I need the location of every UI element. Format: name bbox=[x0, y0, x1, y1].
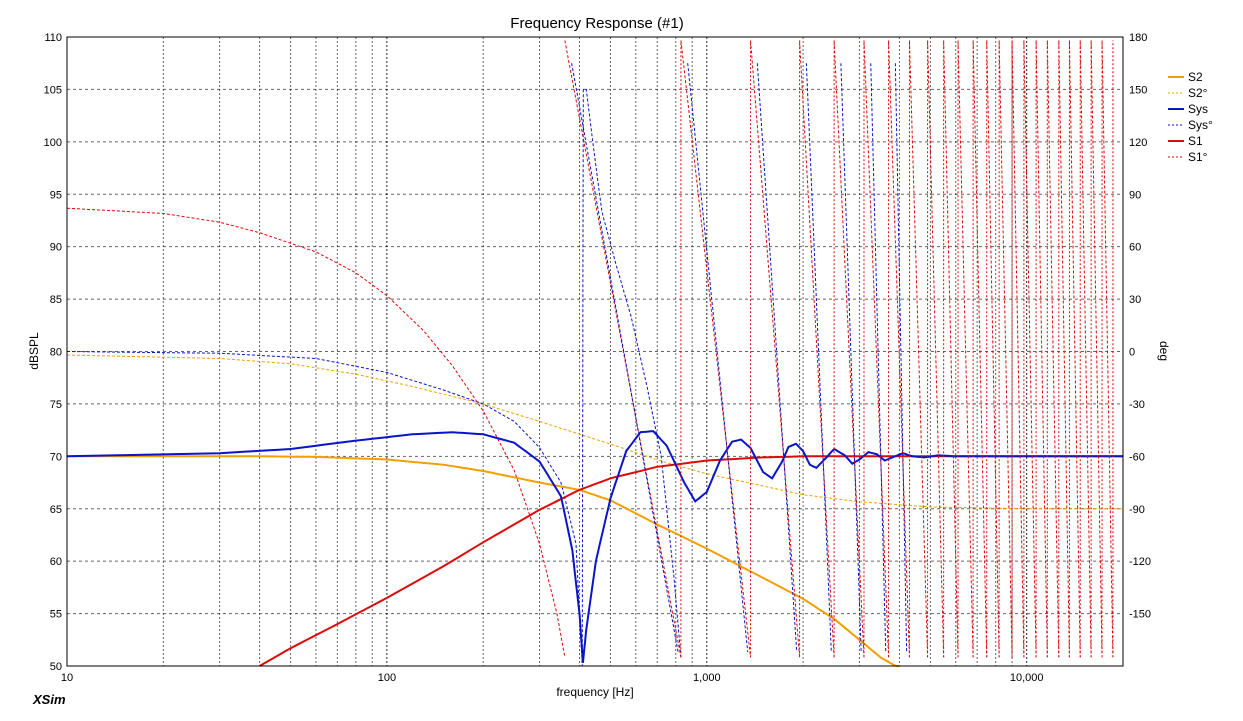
app-logo: XSim bbox=[32, 692, 66, 707]
y-tick-label: 65 bbox=[50, 504, 62, 516]
series-s1-phase-segment bbox=[680, 40, 752, 658]
series-s1-phase-segment bbox=[1011, 40, 1025, 658]
series-s1-phase-segment bbox=[1035, 40, 1048, 658]
y-tick-label: 105 bbox=[44, 84, 62, 96]
phase-wrap-lines bbox=[564, 40, 1114, 658]
x-tick-label: 10 bbox=[61, 672, 73, 684]
legend-label: Sys° bbox=[1188, 118, 1213, 132]
series-s1-phase-segment bbox=[888, 40, 910, 658]
series-s1-phase-segment bbox=[943, 40, 959, 658]
series-layer bbox=[66, 40, 1123, 667]
series-s1-phase-segment bbox=[1079, 40, 1092, 658]
tick-labels: 10 100 1,000 10,000 50 55 60 65 70 75 80 85 90 95 100 1… bbox=[44, 32, 1151, 684]
series-sys-phase-segment bbox=[687, 63, 749, 653]
x-tick-label: 1,000 bbox=[693, 672, 721, 684]
legend-label: S1° bbox=[1188, 150, 1208, 164]
series-s1-phase-segment bbox=[998, 40, 1013, 658]
y-tick-label: 80 bbox=[50, 347, 62, 359]
series-s1-phase-segment bbox=[750, 40, 801, 658]
y2-tick-label: -30 bbox=[1129, 399, 1145, 411]
y-tick-label: 90 bbox=[50, 242, 62, 254]
series-sys bbox=[66, 430, 1123, 664]
grid bbox=[67, 37, 1123, 666]
chart-title: Frequency Response (#1) bbox=[510, 15, 683, 32]
y-axis-label: dBSPL bbox=[27, 332, 41, 370]
series-sys-phase-segment bbox=[840, 63, 862, 653]
x-axis-label: frequency [Hz] bbox=[556, 685, 633, 699]
series-sys-phase-segment bbox=[894, 63, 908, 653]
series-s1-phase-segment bbox=[833, 40, 865, 658]
legend-label: S2 bbox=[1188, 70, 1203, 84]
y2-tick-label: 150 bbox=[1129, 84, 1147, 96]
y-tick-label: 85 bbox=[50, 294, 62, 306]
y2-tick-label: 30 bbox=[1129, 294, 1141, 306]
series-s1-phase bbox=[66, 207, 566, 658]
y-tick-label: 55 bbox=[50, 609, 62, 621]
y2-tick-label: 120 bbox=[1129, 137, 1147, 149]
series-sys-phase-segment bbox=[805, 63, 832, 653]
y2-tick-label: -150 bbox=[1129, 609, 1151, 621]
y-tick-label: 50 bbox=[50, 661, 62, 673]
x-tick-label: 10,000 bbox=[1010, 672, 1044, 684]
series-s1-phase-segment bbox=[1090, 40, 1103, 658]
y2-tick-label: 60 bbox=[1129, 242, 1141, 254]
series-sys-phase-segment bbox=[870, 63, 887, 653]
series-s1-phase-segment bbox=[1046, 40, 1060, 658]
series-s1-phase-segment bbox=[986, 40, 1000, 658]
plot-frame bbox=[66, 36, 1124, 667]
series-s1-phase-segment bbox=[1058, 40, 1070, 658]
series-s1-phase-segment bbox=[908, 40, 929, 658]
y-tick-label: 75 bbox=[50, 399, 62, 411]
y2-tick-label: -120 bbox=[1129, 556, 1151, 568]
series-s2-phase bbox=[66, 354, 1123, 510]
series-s1-phase-segment bbox=[799, 40, 835, 658]
series-s1-phase-segment bbox=[1023, 40, 1037, 658]
x-tick-label: 100 bbox=[378, 672, 396, 684]
y-tick-label: 100 bbox=[44, 137, 62, 149]
y-tick-label: 110 bbox=[44, 32, 62, 44]
legend-label: Sys bbox=[1188, 102, 1208, 116]
series-s1-phase-segment bbox=[972, 40, 988, 658]
series-s1-phase-segment bbox=[863, 40, 890, 658]
legend-label: S2° bbox=[1188, 86, 1208, 100]
y2-tick-label: -90 bbox=[1129, 504, 1145, 516]
legend: S2 S2° Sys Sys° S1 S1° bbox=[1168, 70, 1213, 164]
series-s1-phase-segment bbox=[1101, 40, 1114, 658]
y2-tick-label: -60 bbox=[1129, 451, 1145, 463]
y-tick-label: 60 bbox=[50, 556, 62, 568]
y2-tick-label: 0 bbox=[1129, 347, 1135, 359]
y2-tick-label: 90 bbox=[1129, 189, 1141, 201]
series-s1-phase-segment bbox=[927, 40, 945, 658]
series-s1-phase-segment bbox=[564, 40, 682, 658]
legend-label: S1 bbox=[1188, 134, 1203, 148]
series-s1-phase-segment bbox=[957, 40, 974, 658]
y2-axis-label: deg bbox=[1157, 341, 1171, 361]
series-sys-phase-segment bbox=[756, 63, 798, 653]
y-tick-label: 95 bbox=[50, 189, 62, 201]
y2-tick-label: 180 bbox=[1129, 32, 1147, 44]
y-tick-label: 70 bbox=[50, 451, 62, 463]
series-s1 bbox=[259, 455, 1123, 667]
series-s1-phase-segment bbox=[1068, 40, 1081, 658]
